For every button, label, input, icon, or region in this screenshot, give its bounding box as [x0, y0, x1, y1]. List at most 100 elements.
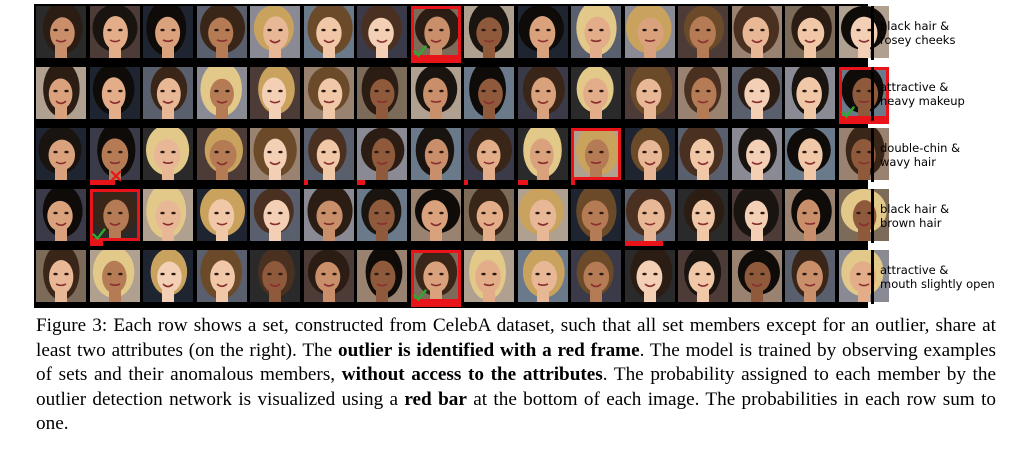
outlier-face-image — [571, 128, 621, 180]
face-image — [625, 250, 675, 302]
probability-bar — [304, 180, 308, 185]
face-image — [464, 250, 514, 302]
face-image — [411, 67, 461, 119]
face-image — [90, 250, 140, 302]
face-image — [785, 250, 835, 302]
face-image — [250, 189, 300, 241]
caption-bold-3: red bar — [404, 388, 467, 410]
face-image — [304, 6, 354, 58]
face-image — [518, 189, 568, 241]
caption-text-2: . The model is trained by observing exam… — [36, 339, 996, 386]
checkmark-icon — [92, 228, 106, 241]
face-image — [304, 250, 354, 302]
attribute-bracket — [871, 128, 874, 182]
face-image — [304, 67, 354, 119]
x-mark-icon — [110, 170, 122, 182]
face-image — [625, 6, 675, 58]
face-image — [518, 250, 568, 302]
face-image — [518, 6, 568, 58]
face-image — [250, 6, 300, 58]
face-image — [518, 128, 568, 180]
face-image — [357, 250, 407, 302]
caption-bold-1: outlier is identified with a red frame — [337, 339, 640, 361]
probability-bar — [571, 180, 575, 185]
figure-caption: Figure 3: Each row shows a set, construc… — [36, 314, 996, 437]
face-image — [143, 67, 193, 119]
probability-bar — [90, 180, 115, 185]
face-image — [464, 128, 514, 180]
face-image — [678, 250, 728, 302]
face-image — [732, 6, 782, 58]
caption-text-4: at the bottom of each image. The probabi… — [36, 388, 996, 435]
face-image — [464, 6, 514, 58]
face-image — [411, 128, 461, 180]
row-attribute-label: attractive & mouth slightly open — [880, 263, 995, 291]
figure-3 — [34, 4, 889, 310]
face-image — [143, 250, 193, 302]
probability-bar — [625, 241, 663, 246]
face-image — [357, 6, 407, 58]
face-image — [571, 189, 621, 241]
image-row — [34, 4, 889, 66]
face-image — [90, 6, 140, 58]
face-image — [411, 189, 461, 241]
face-image — [785, 6, 835, 58]
face-image — [143, 189, 193, 241]
face-image — [357, 128, 407, 180]
outlier-face-image — [90, 189, 140, 241]
caption-bold-2: without access to the attributes — [341, 364, 603, 385]
face-image — [357, 189, 407, 241]
caption-text-1: Each row shows a set, constructed from C… — [36, 315, 997, 361]
face-image — [197, 189, 247, 241]
face-image — [625, 128, 675, 180]
face-image — [357, 67, 407, 119]
probability-bar — [357, 180, 365, 185]
face-image — [250, 67, 300, 119]
checkmark-icon — [841, 106, 855, 119]
checkmark-icon — [413, 289, 427, 302]
image-row — [34, 126, 889, 188]
face-image — [197, 67, 247, 119]
face-image — [197, 250, 247, 302]
image-row — [34, 65, 889, 127]
outlier-face-image — [411, 250, 461, 302]
face-image — [36, 128, 86, 180]
face-image — [785, 189, 835, 241]
face-image — [839, 189, 889, 241]
face-image — [518, 67, 568, 119]
face-image — [732, 128, 782, 180]
attribute-bracket — [871, 189, 874, 243]
face-image — [90, 67, 140, 119]
row-attribute-label: black hair & brown hair — [880, 202, 950, 230]
face-image — [464, 67, 514, 119]
attribute-bracket — [871, 6, 874, 60]
face-image — [678, 67, 728, 119]
face-image — [36, 189, 86, 241]
probability-bar — [518, 180, 528, 185]
face-image — [785, 67, 835, 119]
face-image — [197, 6, 247, 58]
face-image — [304, 128, 354, 180]
checkmark-icon — [413, 45, 427, 58]
probability-bar — [464, 180, 468, 185]
probability-bar — [411, 302, 461, 307]
face-image — [839, 6, 889, 58]
row-attribute-label: black hair & rosey cheeks — [880, 19, 956, 47]
face-image — [571, 67, 621, 119]
image-row — [34, 248, 889, 310]
face-image — [250, 128, 300, 180]
row-attribute-label: double-chin & wavy hair — [880, 141, 961, 169]
face-image — [36, 250, 86, 302]
face-image — [36, 67, 86, 119]
face-image — [90, 128, 140, 180]
image-row — [34, 187, 889, 249]
face-image — [197, 128, 247, 180]
face-image — [732, 250, 782, 302]
probability-bar — [839, 119, 889, 124]
face-image — [732, 189, 782, 241]
face-image — [143, 6, 193, 58]
face-image — [304, 189, 354, 241]
face-image — [732, 67, 782, 119]
row-attribute-label: attractive & heavy makeup — [880, 80, 965, 108]
face-image — [250, 250, 300, 302]
